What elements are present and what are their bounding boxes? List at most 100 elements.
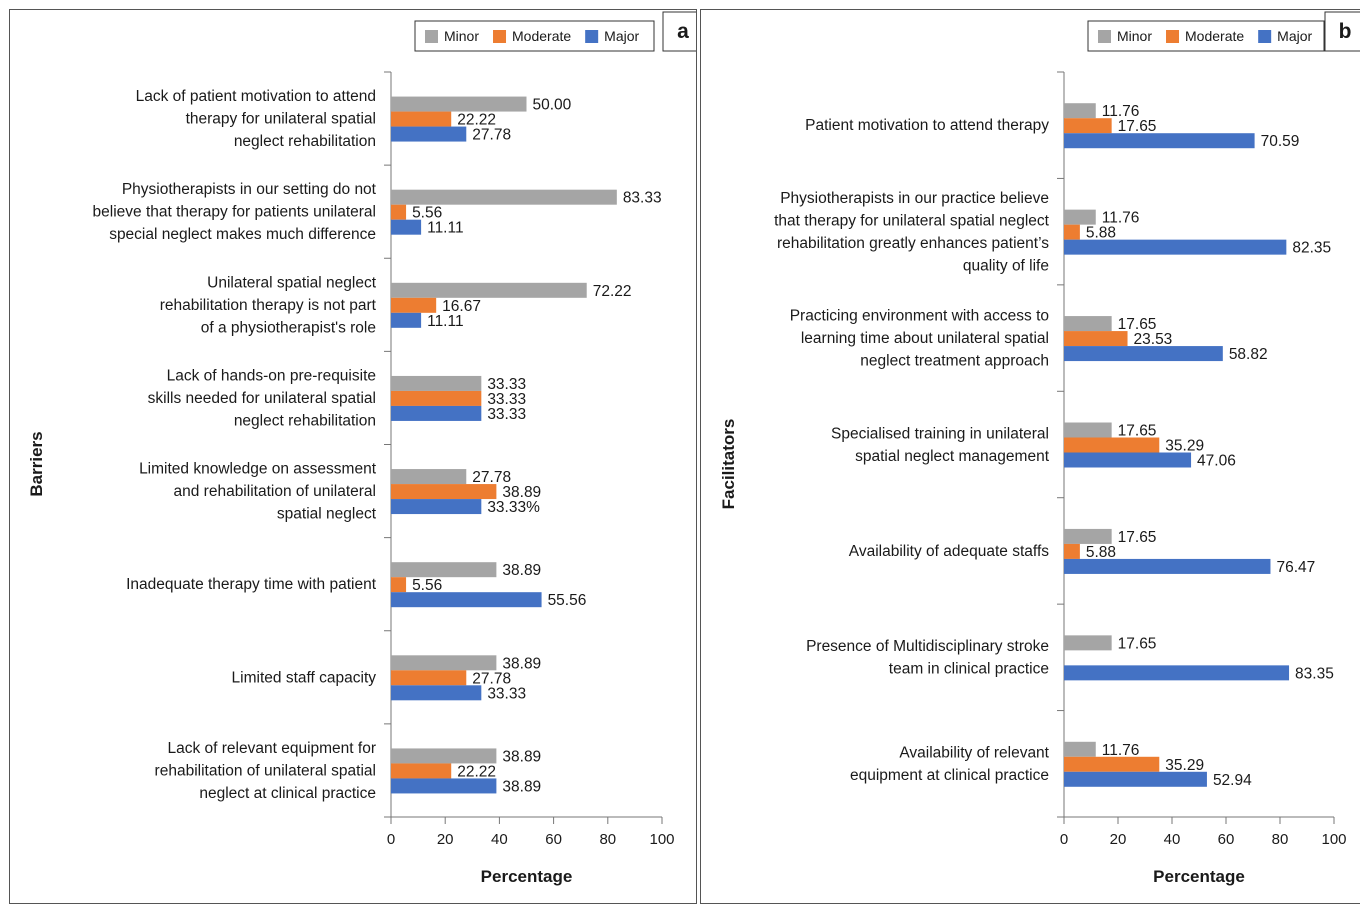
data-label-major: 33.33	[487, 685, 526, 702]
bar-major	[1064, 452, 1192, 468]
legend-label-minor: Minor	[1117, 28, 1152, 44]
data-label-moderate: 22.22	[457, 112, 496, 129]
bar-moderate	[391, 204, 407, 220]
data-label-major: 38.89	[502, 778, 541, 795]
bar-moderate	[1064, 224, 1080, 240]
data-label-moderate: 5.88	[1086, 225, 1116, 242]
category-label: rehabilitation therapy is not part	[160, 297, 377, 314]
panel-letter-box	[1324, 11, 1360, 52]
legend-box	[414, 20, 655, 52]
bar-minor	[1064, 635, 1112, 651]
category-label: Availability of relevant	[899, 745, 1049, 762]
x-tick-label: 20	[437, 831, 454, 848]
bar-major	[1064, 133, 1255, 149]
legend-swatch-major	[585, 30, 599, 43]
data-label-minor: 17.65	[1118, 316, 1157, 333]
x-tick-label: 20	[1110, 831, 1127, 848]
category-label: Limited knowledge on assessment	[139, 461, 377, 478]
bar-minor	[1064, 316, 1112, 332]
bar-minor	[391, 655, 497, 671]
category-label: and rehabilitation of unilateral	[174, 483, 377, 500]
category-label: Physiotherapists in our practice believe	[780, 190, 1049, 207]
data-label-major: 55.56	[548, 592, 587, 609]
chart-panel-a: Minor Moderate Major a 0 20 40 60 80 100 Percentag…	[9, 9, 697, 904]
category-label: neglect rehabilitation	[234, 412, 376, 429]
category-label: Lack of hands-on pre-requisite	[167, 367, 376, 384]
facilitators-chart: Minor Moderate Major b 0 20 40 60 80 100 Percentag…	[719, 11, 1360, 886]
x-tick-label: 0	[1060, 831, 1068, 848]
data-label-moderate: 23.53	[1134, 331, 1173, 348]
bar-major	[391, 405, 482, 421]
bar-major	[1064, 346, 1223, 362]
category-label: neglect treatment approach	[860, 353, 1049, 370]
x-tick-label: 80	[599, 831, 616, 848]
category-label: learning time about unilateral spatial	[801, 330, 1049, 347]
data-label-major: 76.47	[1276, 559, 1315, 576]
data-label-major: 33.33	[487, 406, 526, 423]
category-label: spatial neglect	[277, 506, 377, 523]
x-tick-label: 80	[1272, 831, 1289, 848]
category-label: Inadequate therapy time with patient	[126, 576, 377, 593]
bar-moderate	[391, 670, 467, 686]
category-label: believe that therapy for patients unilat…	[93, 204, 376, 221]
legend: Minor Moderate Major	[414, 20, 655, 52]
data-label-minor: 17.65	[1118, 529, 1157, 546]
category-label: team in clinical practice	[889, 661, 1049, 678]
data-label-major: 11.11	[427, 313, 464, 330]
data-label-minor: 38.89	[502, 562, 541, 579]
data-label-moderate: 33.33	[487, 391, 526, 408]
category-label: quality of life	[963, 257, 1049, 274]
data-label-major: 52.94	[1213, 772, 1252, 789]
bar-moderate	[391, 763, 452, 779]
data-label-minor: 38.89	[502, 748, 541, 765]
category-label: skills needed for unilateral spatial	[148, 390, 376, 407]
bar-major	[1064, 771, 1207, 787]
bar-minor	[391, 282, 587, 298]
legend-label-moderate: Moderate	[512, 28, 571, 44]
bar-minor	[391, 375, 482, 391]
data-label-major: 83.35	[1295, 665, 1334, 682]
category-label: Lack of patient motivation to attend	[136, 88, 376, 105]
bar-moderate	[391, 577, 407, 593]
x-tick-label: 60	[545, 831, 562, 848]
category-label: Practicing environment with access to	[790, 308, 1049, 325]
bar-moderate	[1064, 756, 1160, 772]
bar-moderate	[391, 484, 497, 500]
panel-letter: a	[677, 20, 689, 43]
category-label: Availability of adequate staffs	[849, 543, 1049, 560]
x-tick-label: 100	[1321, 831, 1346, 848]
data-label-minor: 72.22	[593, 283, 632, 300]
bar-major	[391, 685, 482, 701]
data-label-moderate: 17.65	[1118, 118, 1157, 135]
data-label-major: 33.33%	[487, 499, 540, 516]
bar-minor	[391, 562, 497, 578]
legend-swatch-moderate	[493, 30, 507, 43]
bar-moderate	[1064, 543, 1080, 559]
data-label-major: 70.59	[1261, 133, 1300, 150]
data-label-minor: 38.89	[502, 655, 541, 672]
category-label: Physiotherapists in our setting do not	[122, 181, 377, 198]
data-label-minor: 17.65	[1118, 635, 1157, 652]
data-label-major: 82.35	[1292, 240, 1331, 257]
data-label-minor: 50.00	[533, 97, 572, 114]
bar-minor	[1064, 528, 1112, 544]
bar-minor	[1064, 741, 1096, 757]
category-label: equipment at clinical practice	[850, 767, 1049, 784]
data-label-moderate: 5.56	[412, 577, 442, 594]
legend-label-moderate: Moderate	[1185, 28, 1244, 44]
data-label-moderate: 35.29	[1165, 438, 1204, 455]
data-label-moderate: 16.67	[442, 298, 481, 315]
legend-swatch-minor	[425, 30, 438, 43]
x-tick-label: 60	[1218, 831, 1235, 848]
bar-moderate	[391, 390, 482, 406]
category-label: Presence of Multidisciplinary stroke	[806, 638, 1049, 655]
data-label-moderate: 38.89	[502, 484, 541, 501]
bar-moderate	[1064, 437, 1160, 453]
data-label-minor: 11.76	[1102, 742, 1140, 759]
data-label-moderate: 35.29	[1165, 757, 1204, 774]
category-label: Unilateral spatial neglect	[207, 274, 377, 291]
x-tick-label: 0	[387, 831, 395, 848]
data-label-minor: 27.78	[472, 469, 511, 486]
category-label: rehabilitation of unilateral spatial	[155, 762, 376, 779]
bar-minor	[391, 469, 467, 485]
